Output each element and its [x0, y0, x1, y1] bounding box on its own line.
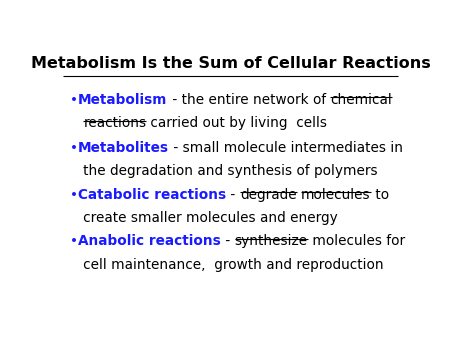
Text: •: •	[70, 93, 78, 106]
Text: •: •	[70, 188, 78, 201]
Text: degrade: degrade	[240, 188, 297, 201]
Text: reactions: reactions	[83, 116, 146, 130]
Text: to: to	[371, 188, 389, 201]
Text: •: •	[70, 141, 78, 155]
Text: carried out by living  cells: carried out by living cells	[146, 116, 328, 130]
Text: chemical: chemical	[330, 93, 392, 106]
Text: Metabolites: Metabolites	[78, 141, 169, 155]
Text: Metabolism Is the Sum of Cellular Reactions: Metabolism Is the Sum of Cellular Reacti…	[31, 56, 431, 71]
Text: Metabolism: Metabolism	[78, 93, 167, 106]
Text: Catabolic reactions: Catabolic reactions	[78, 188, 226, 201]
Text: - the entire network of: - the entire network of	[167, 93, 330, 106]
Text: -: -	[226, 188, 240, 201]
Text: Anabolic reactions: Anabolic reactions	[78, 235, 221, 248]
Text: •: •	[70, 235, 78, 248]
Text: -: -	[221, 235, 234, 248]
Text: molecules for: molecules for	[308, 235, 405, 248]
Text: cell maintenance,  growth and reproduction: cell maintenance, growth and reproductio…	[70, 258, 384, 272]
Text: - small molecule intermediates in: - small molecule intermediates in	[169, 141, 403, 155]
Text: the degradation and synthesis of polymers: the degradation and synthesis of polymer…	[70, 164, 378, 178]
Text: synthesize: synthesize	[234, 235, 308, 248]
Text: create smaller molecules and energy: create smaller molecules and energy	[70, 211, 338, 225]
Text: molecules: molecules	[301, 188, 371, 201]
